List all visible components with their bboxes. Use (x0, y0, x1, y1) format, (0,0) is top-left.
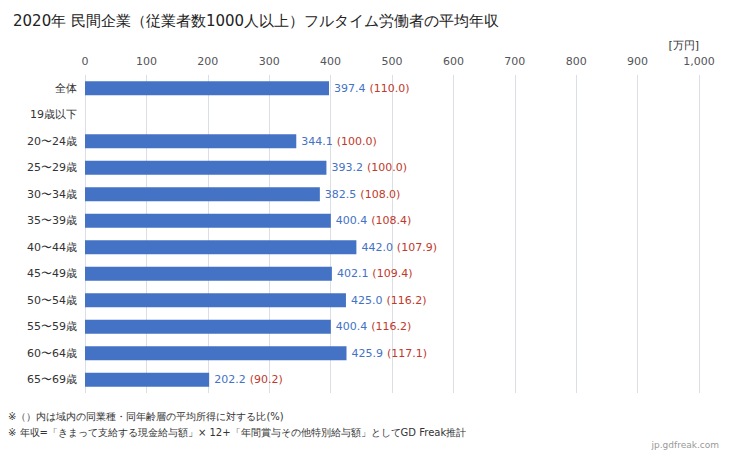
svg-text:※ 年収=「きまって支給する現金給与額」× 12+「年間賞与: ※ 年収=「きまって支給する現金給与額」× 12+「年間賞与その他特別給与額」と… (8, 427, 466, 438)
svg-text:500: 500 (382, 55, 403, 68)
svg-text:(107.9): (107.9) (397, 241, 437, 254)
svg-text:(116.2): (116.2) (371, 320, 411, 333)
svg-text:900: 900 (627, 55, 648, 68)
svg-text:397.4: 397.4 (334, 82, 366, 95)
svg-text:(110.0): (110.0) (369, 82, 409, 95)
svg-text:442.0: 442.0 (361, 241, 393, 254)
svg-text:100: 100 (136, 55, 157, 68)
svg-text:400.4: 400.4 (336, 320, 368, 333)
svg-text:425.0: 425.0 (351, 294, 383, 307)
svg-text:402.1: 402.1 (337, 267, 369, 280)
svg-text:50〜54歳: 50〜54歳 (27, 294, 77, 307)
svg-text:393.2: 393.2 (331, 161, 363, 174)
svg-text:1,000: 1,000 (683, 55, 715, 68)
svg-text:※（）内は域内の同業種・同年齢層の平均所得に対する比(%): ※（）内は域内の同業種・同年齢層の平均所得に対する比(%) (8, 411, 284, 422)
svg-text:200: 200 (197, 55, 218, 68)
svg-text:55〜59歳: 55〜59歳 (27, 320, 77, 333)
svg-text:(100.0): (100.0) (337, 135, 377, 148)
svg-text:60〜64歳: 60〜64歳 (27, 347, 77, 360)
svg-text:400: 400 (320, 55, 341, 68)
svg-text:(116.2): (116.2) (386, 294, 426, 307)
svg-text:45〜49歳: 45〜49歳 (27, 267, 77, 280)
svg-text:382.5: 382.5 (325, 188, 357, 201)
svg-text:25〜29歳: 25〜29歳 (27, 161, 77, 174)
svg-text:2020年 民間企業（従業者数1000人以上）フルタイム労働: 2020年 民間企業（従業者数1000人以上）フルタイム労働者の平均年収 (13, 12, 499, 30)
svg-text:344.1: 344.1 (301, 135, 333, 148)
svg-text:20〜24歳: 20〜24歳 (27, 135, 77, 148)
svg-text:0: 0 (82, 55, 89, 68)
svg-text:(100.0): (100.0) (367, 161, 407, 174)
svg-text:jp.gdfreak.com: jp.gdfreak.com (650, 440, 719, 450)
svg-text:40〜44歳: 40〜44歳 (27, 241, 77, 254)
svg-text:600: 600 (443, 55, 464, 68)
svg-text:19歳以下: 19歳以下 (30, 108, 77, 121)
svg-text:(109.4): (109.4) (372, 267, 412, 280)
svg-text:(90.2): (90.2) (250, 373, 283, 386)
svg-text:425.9: 425.9 (352, 347, 384, 360)
svg-text:30〜34歳: 30〜34歳 (27, 188, 77, 201)
svg-text:300: 300 (259, 55, 280, 68)
svg-text:400.4: 400.4 (336, 214, 368, 227)
svg-text:(108.4): (108.4) (371, 214, 411, 227)
svg-text:700: 700 (504, 55, 525, 68)
svg-text:202.2: 202.2 (214, 373, 246, 386)
svg-text:35〜39歳: 35〜39歳 (27, 214, 77, 227)
svg-text:(108.0): (108.0) (360, 188, 400, 201)
svg-text:800: 800 (566, 55, 587, 68)
svg-text:全体: 全体 (55, 82, 77, 95)
svg-text:65〜69歳: 65〜69歳 (27, 373, 77, 386)
svg-text:[万円]: [万円] (668, 39, 699, 52)
svg-text:(117.1): (117.1) (387, 347, 427, 360)
